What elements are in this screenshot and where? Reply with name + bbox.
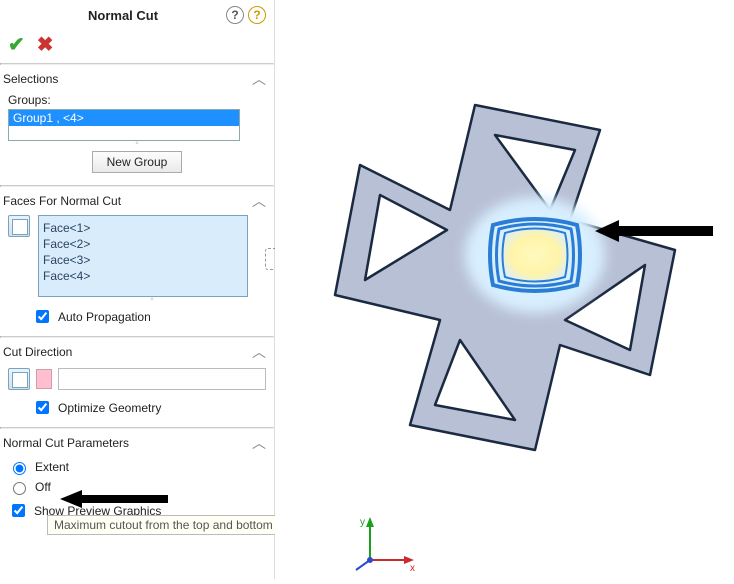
auto-propagation-label: Auto Propagation: [58, 310, 151, 324]
group-item-selected[interactable]: Group1 , <4>: [9, 110, 239, 126]
auto-propagation-checkbox[interactable]: [36, 310, 49, 323]
groups-listbox[interactable]: Group1 , <4>: [8, 109, 240, 141]
face-selection-icon[interactable]: [8, 215, 30, 237]
optimize-geometry-label: Optimize Geometry: [58, 401, 161, 415]
section-title: Selections: [3, 72, 58, 86]
direction-input[interactable]: [58, 368, 266, 390]
offset-radio[interactable]: [13, 482, 26, 495]
section-title: Faces For Normal Cut: [3, 194, 121, 208]
section-body-faces: Face<1> Face<2> Face<3> Face<4> ◦ Auto P…: [0, 213, 274, 336]
section-head-selections[interactable]: Selections ︿: [0, 65, 274, 91]
chevron-up-icon: ︿: [252, 191, 266, 211]
section-title: Cut Direction: [3, 345, 72, 359]
chevron-up-icon: ︿: [252, 69, 266, 89]
confirm-row: ✔ ✖: [0, 28, 274, 63]
help-icon-group: ? ?: [226, 6, 266, 24]
section-body-selections: Groups: Group1 , <4> ◦ New Group: [0, 91, 274, 185]
panel-header: Normal Cut ? ?: [0, 0, 274, 28]
direction-swatch-icon: [36, 369, 52, 389]
section-head-params[interactable]: Normal Cut Parameters ︿: [0, 429, 274, 455]
chevron-up-icon: ︿: [252, 433, 266, 453]
graphics-viewport[interactable]: x y: [275, 0, 734, 579]
show-preview-checkbox[interactable]: [12, 504, 25, 517]
chevron-up-icon: ︿: [252, 342, 266, 362]
triad-y-label: y: [360, 517, 365, 528]
triad-icon: x y: [350, 515, 420, 575]
groups-label: Groups:: [8, 93, 266, 107]
face-item[interactable]: Face<2>: [43, 236, 243, 252]
section-head-faces[interactable]: Faces For Normal Cut ︿: [0, 187, 274, 213]
face-item[interactable]: Face<3>: [43, 252, 243, 268]
face-item[interactable]: Face<1>: [43, 220, 243, 236]
optimize-geometry-checkbox[interactable]: [36, 401, 49, 414]
cancel-button[interactable]: ✖: [37, 32, 54, 57]
new-group-button[interactable]: New Group: [92, 151, 183, 173]
panel-title: Normal Cut: [8, 8, 226, 23]
section-body-direction: Optimize Geometry: [0, 364, 274, 427]
section-title: Normal Cut Parameters: [3, 436, 129, 450]
help-tip-icon[interactable]: ?: [248, 6, 266, 24]
annotation-arrow-icon: [595, 218, 715, 244]
extent-label: Extent: [35, 460, 69, 474]
offset-label: Off: [35, 480, 51, 494]
face-item[interactable]: Face<4>: [43, 268, 243, 284]
direction-reference-icon[interactable]: [8, 368, 30, 390]
help-icon[interactable]: ?: [226, 6, 244, 24]
model-preview: [275, 0, 734, 579]
annotation-arrow-icon: [60, 488, 170, 510]
faces-listbox[interactable]: Face<1> Face<2> Face<3> Face<4>: [38, 215, 248, 297]
ok-button[interactable]: ✔: [8, 32, 25, 57]
section-head-direction[interactable]: Cut Direction ︿: [0, 338, 274, 364]
extent-radio[interactable]: [13, 462, 26, 475]
triad-x-label: x: [410, 563, 415, 574]
